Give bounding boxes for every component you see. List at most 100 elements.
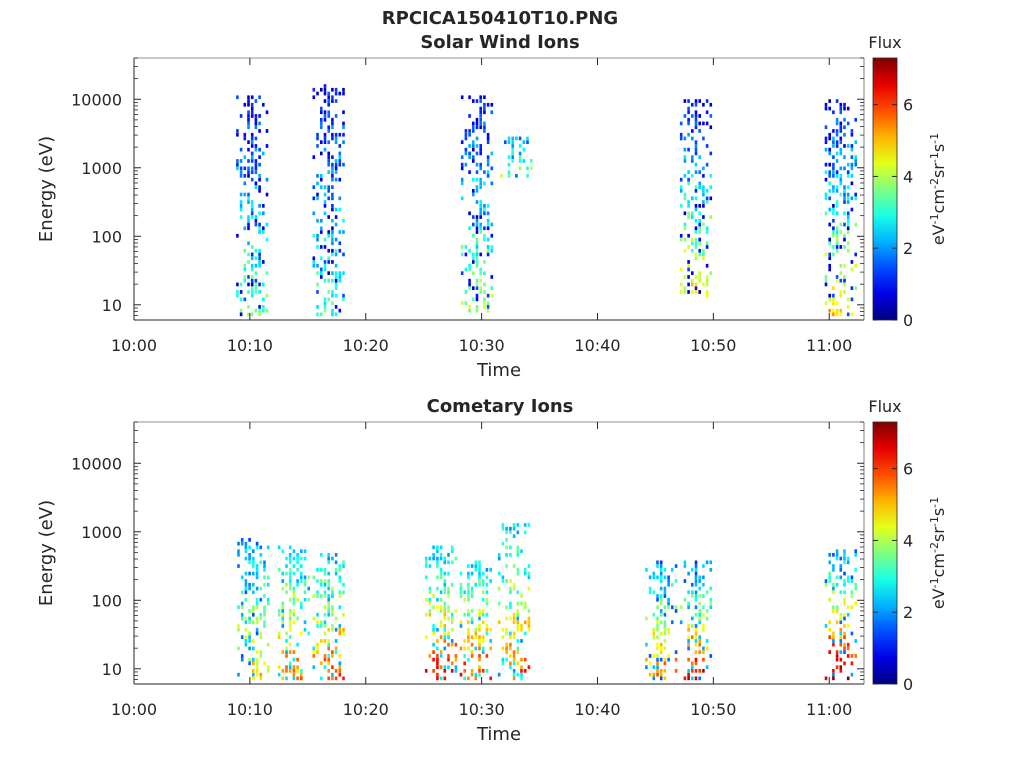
flux-cell — [497, 672, 501, 677]
flux-cell — [312, 260, 316, 264]
flux-cell — [679, 605, 683, 610]
flux-cell — [436, 586, 439, 591]
flux-cell — [281, 676, 285, 681]
flux-cell — [671, 620, 674, 625]
flux-cell — [828, 560, 831, 565]
flux-cell — [663, 631, 667, 636]
flux-cell — [691, 590, 694, 595]
flux-cell — [659, 575, 663, 580]
flux-cell — [702, 612, 705, 617]
flux-cell — [483, 102, 486, 107]
flux-cell — [839, 669, 843, 673]
flux-cell — [338, 624, 342, 628]
flux-cell — [236, 166, 239, 171]
flux-cell — [312, 196, 316, 201]
flux-cell — [237, 549, 240, 553]
flux-cell — [262, 204, 265, 208]
flux-cell — [698, 252, 701, 257]
flux-cell — [247, 305, 250, 309]
flux-cell — [459, 586, 463, 591]
flux-cell — [259, 586, 263, 591]
flux-cell — [239, 290, 243, 294]
flux-cell — [247, 125, 250, 130]
flux-cell — [843, 590, 846, 595]
colorbar-tick-label: 6 — [903, 460, 913, 479]
flux-cell — [254, 147, 258, 152]
flux-cell — [687, 657, 690, 662]
flux-cell — [259, 560, 263, 565]
flux-cell — [698, 609, 701, 613]
flux-cell — [436, 597, 439, 602]
flux-cell — [832, 245, 835, 249]
flux-cell — [240, 657, 244, 662]
colorbar-tick-label: 4 — [903, 531, 913, 550]
flux-cell — [312, 87, 316, 92]
flux-cell — [479, 166, 482, 171]
flux-cell — [846, 106, 850, 111]
flux-cell — [843, 155, 846, 159]
flux-cell — [292, 609, 296, 613]
flux-cell — [472, 121, 475, 126]
flux-cell — [698, 290, 701, 294]
flux-cell — [478, 612, 481, 617]
flux-cell — [478, 665, 481, 669]
flux-cell — [258, 260, 261, 264]
flux-cell — [850, 181, 854, 186]
flux-cell — [338, 275, 342, 279]
flux-cell — [338, 132, 342, 137]
flux-cell — [832, 233, 835, 238]
flux-cell — [239, 207, 243, 212]
flux-cell — [250, 102, 254, 107]
flux-cell — [835, 275, 839, 279]
flux-cell — [850, 286, 854, 290]
flux-cell — [683, 286, 687, 290]
flux-cell — [327, 571, 330, 576]
flux-cell — [316, 290, 319, 294]
flux-cell — [281, 669, 285, 673]
flux-cell — [846, 218, 850, 223]
burst-4 — [679, 99, 713, 298]
flux-cell — [694, 140, 698, 144]
flux-cell — [236, 293, 239, 298]
flux-cell — [292, 586, 296, 591]
flux-cell — [250, 275, 254, 279]
flux-cell — [320, 271, 323, 275]
flux-cell — [659, 672, 663, 677]
flux-cell — [509, 635, 512, 639]
flux-cell — [846, 560, 850, 565]
flux-cell — [255, 627, 259, 632]
flux-cell — [288, 579, 292, 583]
flux-cell — [334, 639, 338, 643]
flux-cell — [459, 571, 463, 576]
flux-cell — [237, 624, 240, 628]
flux-cell — [334, 159, 338, 163]
flux-cell — [659, 597, 663, 602]
flux-cell — [342, 631, 345, 636]
flux-cell — [338, 654, 342, 658]
flux-cell — [258, 129, 261, 133]
flux-cell — [843, 278, 846, 283]
flux-cell — [698, 271, 701, 275]
flux-cell — [835, 582, 839, 587]
flux-cell — [303, 590, 307, 595]
flux-cell — [303, 575, 307, 580]
flux-cell — [307, 575, 310, 580]
flux-cell — [694, 117, 698, 122]
flux-cell — [478, 582, 481, 587]
flux-cell — [331, 605, 334, 610]
flux-cell — [258, 308, 261, 313]
flux-cell — [327, 297, 330, 302]
flux-cell — [475, 125, 479, 130]
flux-cell — [846, 579, 850, 583]
flux-cell — [694, 99, 698, 103]
flux-cell — [481, 639, 485, 643]
flux-cell — [250, 286, 254, 290]
flux-cell — [702, 215, 705, 219]
flux-cell — [478, 616, 481, 621]
flux-cell — [472, 233, 475, 238]
flux-cell — [327, 594, 330, 598]
flux-cell — [694, 275, 698, 279]
flux-cell — [663, 575, 667, 580]
flux-cell — [832, 586, 835, 591]
flux-cell — [443, 665, 447, 669]
